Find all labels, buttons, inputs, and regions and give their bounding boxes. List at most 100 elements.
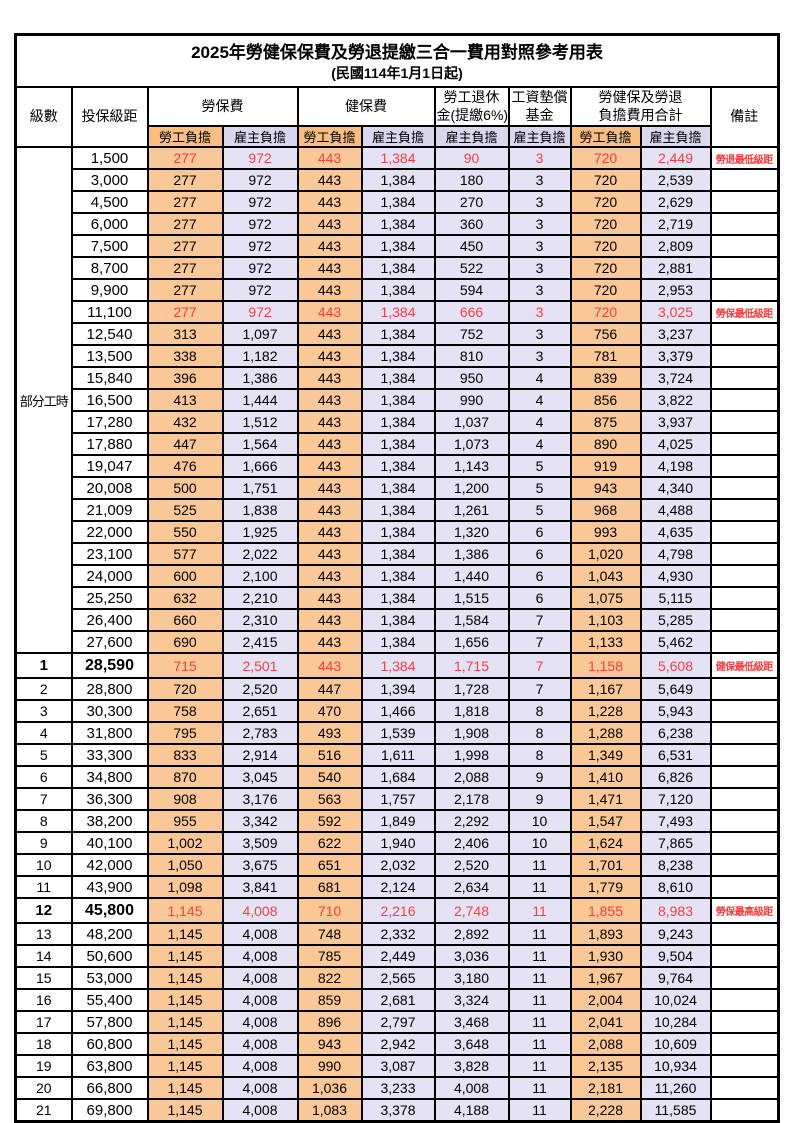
table-row: 12,540 313 1,097 443 1,384 752 3 756 3,237 (16, 322, 780, 347)
labor-employee-cell: 1,145 (146, 922, 224, 947)
total-employee-cell: 720 (569, 212, 642, 237)
table-body: 部分工時 1,500 277 972 443 1,384 90 3 720 2,449 勞退最低級距… (14, 146, 780, 1123)
health-employee-cell: 443 (296, 366, 363, 391)
level-cell: 13 (14, 922, 73, 947)
wage-fund-employer-cell: 7 (507, 608, 572, 633)
labor-employer-cell: 972 (221, 256, 299, 281)
pension-employer-cell: 3,036 (433, 944, 510, 969)
wage-fund-employer-cell: 3 (507, 212, 572, 237)
health-employee-cell: 443 (296, 476, 363, 501)
pension-employer-cell: 666 (433, 300, 510, 325)
remark-cell (709, 388, 780, 413)
labor-employer-cell: 972 (221, 234, 299, 259)
health-employer-cell: 1,384 (360, 256, 436, 281)
health-employer-cell: 1,384 (360, 586, 436, 611)
group-label-part-time: 部分工時 (14, 146, 73, 655)
remark-cell (709, 476, 780, 501)
health-employer-cell: 1,611 (360, 743, 436, 768)
total-employer-cell: 10,934 (639, 1054, 712, 1079)
total-employee-cell: 781 (569, 344, 642, 369)
table-row: 3,000 277 972 443 1,384 180 3 720 2,539 (16, 168, 780, 193)
table-row: 9 40,100 1,002 3,509 622 1,940 2,406 10 1,624 7,8… (14, 831, 780, 856)
salary-bracket-cell: 6,000 (70, 212, 149, 237)
pension-employer-cell: 2,634 (433, 875, 510, 900)
health-employer-cell: 1,384 (360, 520, 436, 545)
health-employee-cell: 443 (296, 630, 363, 655)
labor-employer-cell: 2,783 (221, 721, 299, 746)
table-row: 21 69,800 1,145 4,008 1,083 3,378 4,188 11 2,228… (14, 1098, 780, 1123)
labor-employer-cell: 4,008 (221, 1054, 299, 1079)
labor-employee-cell: 277 (146, 278, 224, 303)
health-employer-cell: 1,384 (360, 564, 436, 589)
labor-employer-cell: 972 (221, 278, 299, 303)
total-employee-cell: 1,779 (569, 875, 642, 900)
remark-cell (709, 1010, 780, 1035)
total-employer-cell: 3,025 (639, 300, 712, 325)
level-cell: 18 (14, 1032, 73, 1057)
remark-cell (709, 410, 780, 435)
remark-cell (709, 1098, 780, 1123)
table-row: 6,000 277 972 443 1,384 360 3 720 2,719 (16, 212, 780, 237)
health-employer-cell: 1,384 (360, 454, 436, 479)
labor-employer-cell: 2,914 (221, 743, 299, 768)
health-employee-cell: 443 (296, 608, 363, 633)
total-employee-cell: 1,103 (569, 608, 642, 633)
remark-cell: 健保最低級距 (709, 652, 780, 680)
wage-fund-employer-cell: 11 (507, 922, 572, 947)
health-employee-cell: 990 (296, 1054, 363, 1079)
level-cell: 21 (14, 1098, 73, 1123)
health-employee-cell: 651 (296, 853, 363, 878)
health-employee-cell: 443 (296, 454, 363, 479)
health-employer-cell: 1,394 (360, 677, 436, 702)
labor-employee-cell: 1,145 (146, 1076, 224, 1101)
pension-employer-cell: 2,748 (433, 897, 510, 925)
remark-cell (709, 765, 780, 790)
labor-employer-cell: 1,564 (221, 432, 299, 457)
labor-employee-cell: 833 (146, 743, 224, 768)
pension-employer-cell: 360 (433, 212, 510, 237)
total-employee-cell: 2,004 (569, 988, 642, 1013)
salary-bracket-cell: 34,800 (70, 765, 149, 790)
labor-employee-cell: 660 (146, 608, 224, 633)
remark-cell (709, 809, 780, 834)
level-cell: 15 (14, 966, 73, 991)
total-employee-cell: 1,547 (569, 809, 642, 834)
total-employer-cell: 3,724 (639, 366, 712, 391)
table-row: 17 57,800 1,145 4,008 896 2,797 3,468 11 2,041 10… (14, 1010, 780, 1035)
level-cell: 3 (14, 699, 73, 724)
total-employer-cell: 8,983 (639, 897, 712, 925)
total-employee-cell: 1,893 (569, 922, 642, 947)
health-employee-cell: 443 (296, 168, 363, 193)
labor-employer-cell: 972 (221, 190, 299, 215)
labor-employer-cell: 2,520 (221, 677, 299, 702)
labor-employer-cell: 1,838 (221, 498, 299, 523)
table-row: 8,700 277 972 443 1,384 522 3 720 2,881 (16, 256, 780, 281)
labor-employer-cell: 972 (221, 300, 299, 325)
pension-employer-cell: 3,468 (433, 1010, 510, 1035)
pension-employer-cell: 450 (433, 234, 510, 259)
labor-employee-cell: 550 (146, 520, 224, 545)
wage-fund-employer-cell: 8 (507, 699, 572, 724)
labor-employer-cell: 1,386 (221, 366, 299, 391)
health-employee-cell: 443 (296, 278, 363, 303)
total-employer-cell: 9,243 (639, 922, 712, 947)
labor-employee-cell: 277 (146, 300, 224, 325)
remark-cell (709, 787, 780, 812)
total-employer-cell: 2,539 (639, 168, 712, 193)
remark-cell (709, 564, 780, 589)
labor-employer-cell: 4,008 (221, 1010, 299, 1035)
total-employee-cell: 1,167 (569, 677, 642, 702)
wage-fund-employer-cell: 8 (507, 721, 572, 746)
labor-employee-cell: 1,145 (146, 944, 224, 969)
health-employer-cell: 1,466 (360, 699, 436, 724)
table-row: 6 34,800 870 3,045 540 1,684 2,088 9 1,410 6,826 (14, 765, 780, 790)
level-cell: 8 (14, 809, 73, 834)
table-row: 部分工時 1,500 277 972 443 1,384 90 3 720 2,449 勞退最低級距 (14, 146, 780, 655)
remark-cell (709, 234, 780, 259)
total-employee-cell: 2,228 (569, 1098, 642, 1123)
health-employer-cell: 2,942 (360, 1032, 436, 1057)
labor-employer-cell: 2,415 (221, 630, 299, 655)
wage-fund-employer-cell: 3 (507, 344, 572, 369)
labor-employee-cell: 758 (146, 699, 224, 724)
wage-fund-employer-cell: 7 (507, 677, 572, 702)
